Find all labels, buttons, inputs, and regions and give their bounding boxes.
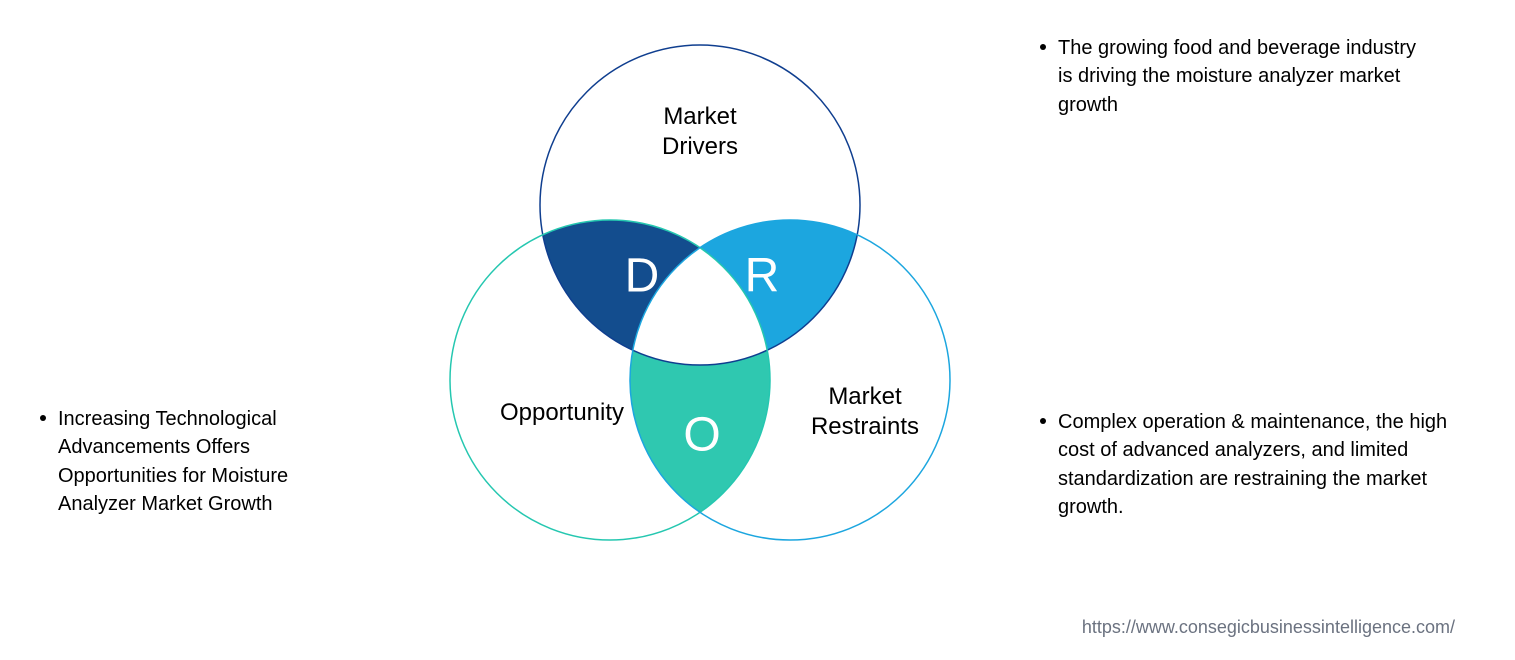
bullet-drivers: The growing food and beverage industry i…: [1040, 34, 1435, 119]
label-drivers-text: MarketDrivers: [662, 103, 738, 160]
bullet-dot-icon: [1040, 418, 1046, 424]
bullet-opportunity: Increasing Technological Advancements Of…: [40, 405, 370, 519]
letter-d: D: [625, 249, 660, 304]
bullet-restraints-text: Complex operation & maintenance, the hig…: [1058, 408, 1460, 522]
venn-diagram: MarketDrivers Opportunity MarketRestrain…: [390, 20, 1010, 600]
source-url: https://www.consegicbusinessintelligence…: [1082, 617, 1455, 638]
label-opportunity-text: Opportunity: [500, 399, 624, 426]
label-opportunity: Opportunity: [462, 398, 662, 428]
bullet-drivers-text: The growing food and beverage industry i…: [1058, 34, 1435, 119]
letter-r: R: [745, 249, 780, 304]
label-drivers: MarketDrivers: [600, 102, 800, 162]
bullet-dot-icon: [40, 415, 46, 421]
label-restraints-text: MarketRestraints: [811, 383, 919, 440]
bullet-restraints: Complex operation & maintenance, the hig…: [1040, 408, 1460, 522]
label-restraints: MarketRestraints: [765, 382, 965, 442]
letter-o: O: [683, 408, 720, 463]
bullet-dot-icon: [1040, 44, 1046, 50]
bullet-opportunity-text: Increasing Technological Advancements Of…: [58, 405, 370, 519]
